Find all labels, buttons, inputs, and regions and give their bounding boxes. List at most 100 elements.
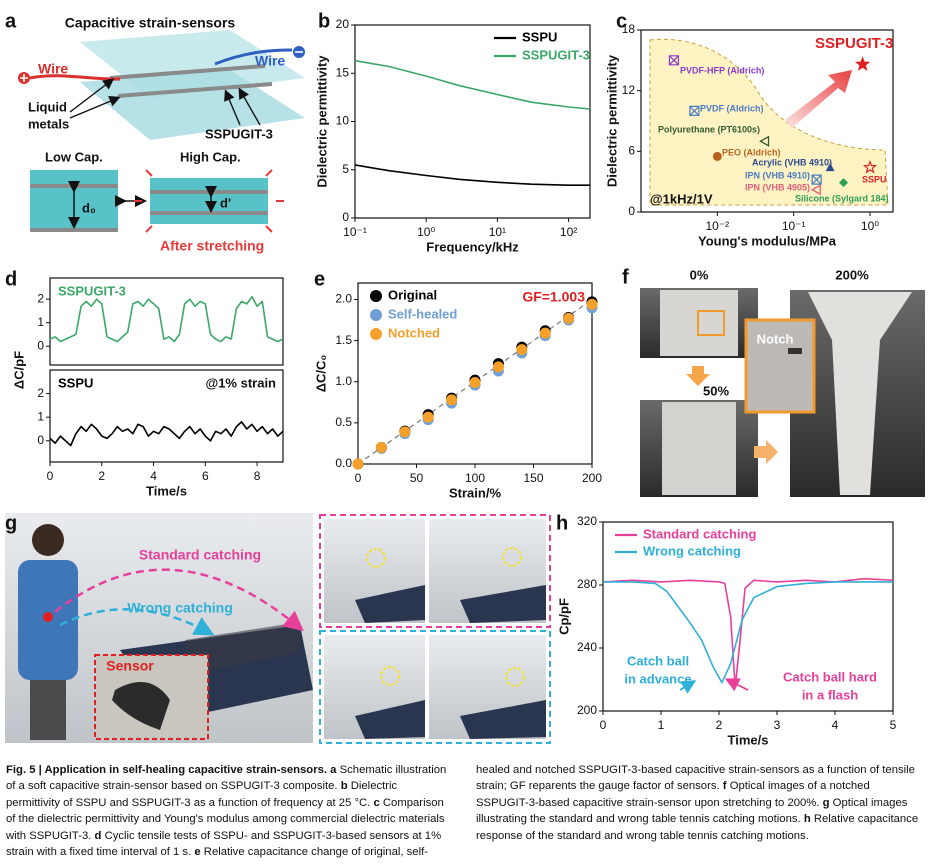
standard-frame	[319, 514, 551, 628]
panel-label: d	[5, 268, 17, 290]
ball-marker	[380, 666, 400, 686]
marker	[862, 160, 878, 174]
y-tick-label: 10	[336, 114, 350, 128]
legend-label: Standard catching	[643, 526, 756, 541]
x-tick-label: 2	[716, 718, 723, 732]
schematic-a: Capacitive strain-sensors Wire Wire Liqu…	[18, 15, 305, 254]
point-label: Acrylic (VHB 4910)	[752, 157, 832, 167]
marker	[492, 361, 504, 373]
x-tick-label: 6	[202, 469, 209, 483]
y-tick-label: 15	[336, 65, 350, 79]
caption-label: f	[722, 780, 727, 793]
electrode	[30, 228, 118, 232]
marker	[689, 105, 700, 116]
panel-label: f	[622, 266, 629, 288]
x-tick-label: 8	[254, 469, 261, 483]
caption-text: Comparison of the dielectric permittivit…	[6, 796, 445, 842]
x-tick-label: 0	[47, 469, 54, 483]
pointer	[224, 89, 241, 126]
annotation: @1kHz/1V	[650, 191, 713, 206]
y-tick-label: 0	[37, 338, 44, 352]
point-label: SSPUGIT-3	[815, 35, 893, 52]
plus-sign	[20, 74, 28, 82]
marker	[586, 298, 598, 310]
caption-text: Relative capacitance response of the sta…	[476, 813, 919, 842]
fit-line	[357, 298, 593, 465]
point-label: Polyurethane (PT6100s)	[658, 124, 760, 134]
electrode	[150, 190, 268, 194]
y-tick-label: 2	[37, 291, 44, 305]
marker	[810, 184, 821, 196]
marker	[516, 344, 528, 356]
legend-label: Wrong catching	[643, 543, 741, 558]
caption-text: Optical images illustrating the standard…	[476, 796, 908, 826]
legend-swatch	[370, 328, 382, 340]
figure: Capacitive strain-sensors Wire Wire Liqu…	[5, 10, 925, 747]
wire-label: Wire	[38, 61, 68, 77]
x-axis-label: Time/s	[146, 483, 187, 498]
wrong-label: Wrong catching	[127, 600, 233, 616]
annotation: @1% strain	[206, 375, 277, 390]
legend-label: SSPU	[522, 29, 557, 44]
net	[185, 622, 300, 675]
y-tick-label: 0	[37, 433, 44, 447]
marker	[825, 163, 835, 172]
x-tick-label: 200	[582, 471, 602, 485]
y-tick-label: 20	[336, 17, 350, 31]
annotation: Catch ball	[627, 653, 689, 668]
marker	[563, 312, 575, 324]
pointer	[69, 96, 121, 119]
x-tick-label: 5	[890, 718, 897, 732]
x-tick-label: 10²	[560, 225, 577, 239]
table	[355, 585, 425, 623]
marker	[422, 411, 434, 423]
series-line	[602, 577, 894, 689]
x-tick-label: 100	[465, 471, 485, 485]
strain-label: 0%	[690, 267, 709, 282]
point-label: IPN (VHB 4905)	[745, 182, 810, 192]
marker	[539, 327, 551, 339]
ball-marker	[366, 548, 386, 568]
caption-title: Fig. 5 | Application in self-healing cap…	[6, 764, 328, 776]
panel-label: g	[5, 512, 17, 534]
x-tick-label: 10⁰	[417, 225, 435, 239]
caption-text: Cyclic tensile tests of SSPU- and SSPUGI…	[6, 829, 442, 859]
panel-label: c	[616, 10, 627, 32]
photos-g: Standard catching Wrong catching Sensor	[5, 513, 551, 744]
player-head	[32, 524, 64, 556]
series-label: SSPU	[58, 375, 93, 390]
player-legs	[30, 680, 66, 740]
photos-f: Notch 0% 50% 200%	[640, 267, 925, 497]
caption-label: b	[340, 780, 348, 793]
point-label: PVDF-HFP (Aldrich)	[680, 65, 764, 75]
x-tick-label: 10⁻¹	[343, 225, 367, 239]
point-label: PEO (Aldrich)	[722, 147, 781, 157]
metal-plate	[109, 64, 266, 80]
x-tick-label: 4	[832, 718, 839, 732]
legend-label: Original	[388, 287, 437, 302]
y-tick-label: 1	[37, 315, 44, 329]
caption-text: Schematic illustration of a soft capacit…	[6, 764, 447, 793]
series-line	[354, 164, 590, 186]
y-axis-label: ΔC/pF	[11, 351, 26, 389]
y-tick-label: 2.0	[335, 292, 352, 306]
caption-label: h	[803, 813, 811, 826]
y-tick-label: 1	[37, 409, 44, 423]
after-stretching-label: After stretching	[160, 238, 264, 254]
marker	[446, 394, 458, 406]
y-tick-label: 18	[622, 22, 636, 36]
x-tick-label: 50	[410, 471, 424, 485]
point-label: Silicone (Sylgard 184)	[795, 193, 889, 203]
panel-label: b	[318, 10, 330, 32]
y-tick-label: 2	[37, 386, 44, 400]
marker	[839, 178, 849, 188]
high-cap-label: High Cap.	[180, 149, 241, 164]
x-tick-label: 0	[600, 718, 607, 732]
stretch-marks	[134, 169, 284, 233]
ball-marker	[505, 667, 525, 687]
wire-label: Wire	[255, 53, 285, 69]
table	[460, 700, 546, 739]
sensor-dot	[43, 612, 53, 622]
annotation: in a flash	[802, 687, 858, 702]
panel-label: h	[556, 512, 568, 534]
